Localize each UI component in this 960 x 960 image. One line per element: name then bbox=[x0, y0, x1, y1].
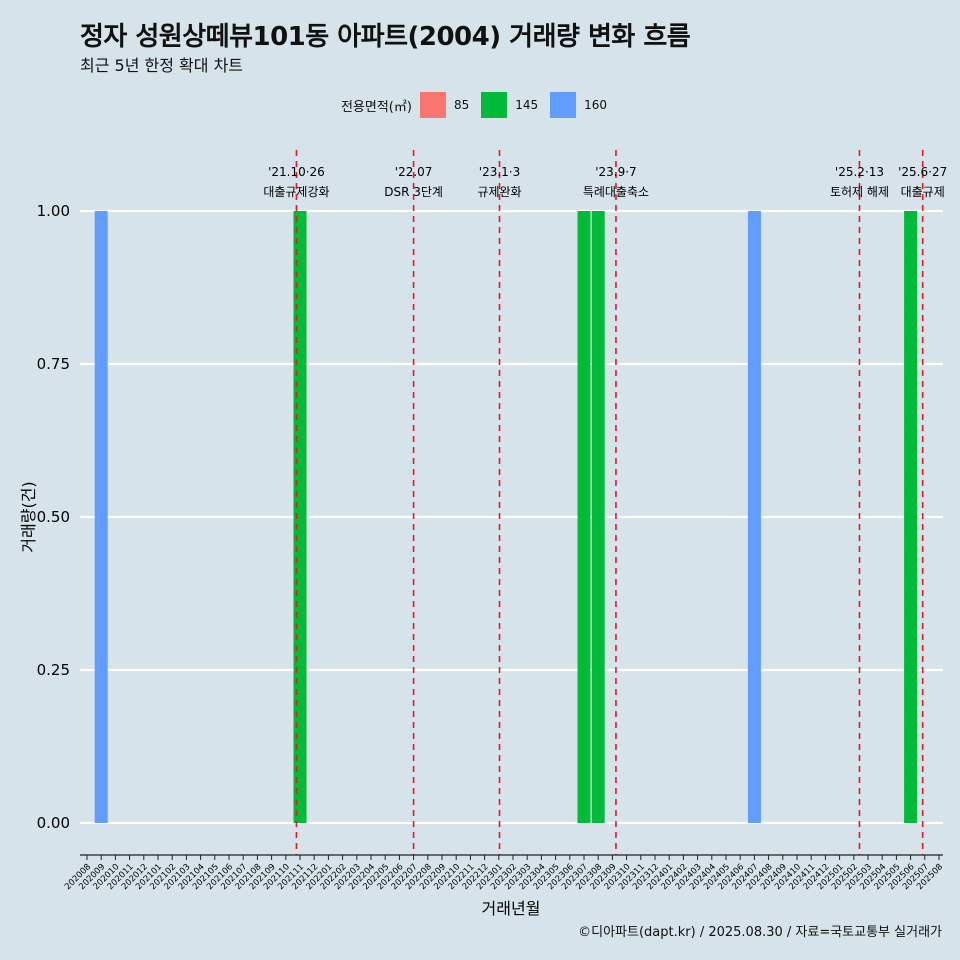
y-tick-label: 0.75 bbox=[37, 355, 70, 373]
chart-subtitle: 최근 5년 한정 확대 차트 bbox=[80, 56, 244, 75]
bar-202307 bbox=[577, 211, 591, 823]
y-tick-label: 0.00 bbox=[37, 814, 70, 832]
y-axis: 0.00 0.25 0.50 0.75 1.00 bbox=[37, 202, 70, 832]
legend-key-145 bbox=[481, 92, 508, 118]
bar-202407 bbox=[747, 211, 761, 823]
event-label: 대출규제 bbox=[901, 185, 945, 199]
bar-202009 bbox=[94, 211, 108, 823]
y-tick-label: 0.50 bbox=[37, 508, 70, 526]
bar-202506 bbox=[904, 211, 918, 823]
event-label: DSR 3단계 bbox=[384, 185, 443, 199]
y-tick-label: 1.00 bbox=[37, 202, 70, 220]
caption: ©디아파트(dapt.kr) / 2025.08.30 / 자료=국토교통부 실… bbox=[578, 925, 942, 940]
y-tick-label: 0.25 bbox=[37, 661, 70, 679]
legend: 전용면적(㎡) 85 145 160 bbox=[0, 92, 960, 118]
bars bbox=[94, 211, 918, 823]
event-date: '23.9·7 bbox=[595, 165, 636, 179]
legend-label-160: 160 bbox=[584, 98, 608, 112]
event-label: 토허제 해제 bbox=[830, 185, 889, 199]
legend-label-145: 145 bbox=[515, 98, 539, 112]
legend-title: 전용면적(㎡) bbox=[340, 99, 412, 115]
event-date: '21.10·26 bbox=[268, 165, 325, 179]
gridlines bbox=[80, 209, 943, 825]
event-date: '25.2·13 bbox=[835, 165, 884, 179]
event-label: 특례대출축소 bbox=[583, 185, 649, 199]
x-axis: 2020082020092020102020112020122021012021… bbox=[63, 854, 945, 892]
legend-key-160 bbox=[550, 92, 577, 118]
event-date: '22.07 bbox=[395, 165, 433, 179]
event-lines: '21.10·26 대출규제강화 '22.07 DSR 3단계 '23.1·3 규제완화 '… bbox=[263, 150, 947, 855]
x-axis-title: 거래년월 bbox=[482, 899, 541, 918]
legend-label-85: 85 bbox=[453, 98, 470, 112]
event-date: '25.6·27 bbox=[898, 165, 947, 179]
bar-202308 bbox=[591, 211, 605, 823]
y-axis-title: 거래량(건) bbox=[19, 481, 38, 552]
event-label: 대출규제강화 bbox=[263, 185, 329, 199]
chart-title: 정자 성원상떼뷰101동 아파트(2004) 거래량 변화 흐름 bbox=[80, 22, 691, 52]
bar-202111 bbox=[293, 211, 307, 823]
event-date: '23.1·3 bbox=[479, 165, 520, 179]
event-label: 규제완화 bbox=[477, 185, 521, 199]
legend-key-85 bbox=[419, 92, 446, 118]
